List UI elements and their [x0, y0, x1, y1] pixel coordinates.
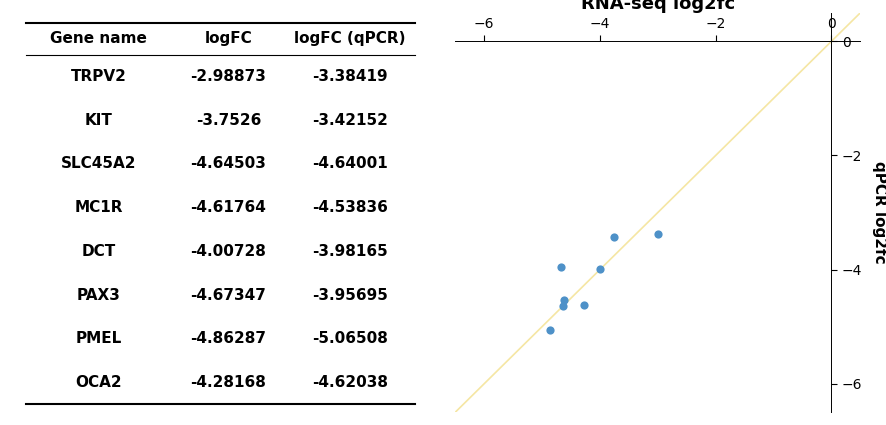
- Text: KIT: KIT: [85, 113, 113, 128]
- Text: -4.64503: -4.64503: [190, 156, 266, 171]
- Text: -3.7526: -3.7526: [196, 113, 260, 128]
- Point: [556, 297, 571, 304]
- Text: -4.00728: -4.00728: [190, 244, 266, 259]
- Text: SLC45A2: SLC45A2: [61, 156, 136, 171]
- Point: [576, 302, 590, 309]
- Point: [607, 233, 621, 240]
- Text: -4.67347: -4.67347: [190, 288, 266, 303]
- Y-axis label: qPCR log2fc: qPCR log2fc: [872, 161, 886, 264]
- Text: -3.98165: -3.98165: [312, 244, 387, 259]
- Text: Gene name: Gene name: [51, 31, 147, 46]
- Text: -3.95695: -3.95695: [312, 288, 387, 303]
- Point: [650, 231, 664, 238]
- Text: -3.42152: -3.42152: [312, 113, 387, 128]
- Text: -4.61764: -4.61764: [190, 200, 266, 215]
- Text: PMEL: PMEL: [75, 331, 121, 346]
- Text: -2.98873: -2.98873: [190, 69, 266, 84]
- Text: logFC (qPCR): logFC (qPCR): [294, 31, 405, 46]
- Text: -4.64001: -4.64001: [312, 156, 387, 171]
- Text: -3.38419: -3.38419: [312, 69, 387, 84]
- Point: [592, 265, 606, 272]
- Text: logFC: logFC: [205, 31, 252, 46]
- Text: DCT: DCT: [82, 244, 116, 259]
- Text: MC1R: MC1R: [74, 200, 123, 215]
- Point: [555, 303, 569, 309]
- Point: [553, 264, 567, 271]
- Text: -4.53836: -4.53836: [312, 200, 387, 215]
- Text: -4.86287: -4.86287: [190, 331, 266, 346]
- Text: OCA2: OCA2: [75, 375, 122, 390]
- Text: -5.06508: -5.06508: [312, 331, 387, 346]
- Text: TRPV2: TRPV2: [71, 69, 127, 84]
- X-axis label: RNA-seq log2fc: RNA-seq log2fc: [580, 0, 734, 12]
- Point: [542, 327, 556, 334]
- Text: -4.28168: -4.28168: [190, 375, 266, 390]
- Text: -4.62038: -4.62038: [312, 375, 387, 390]
- Text: PAX3: PAX3: [77, 288, 120, 303]
